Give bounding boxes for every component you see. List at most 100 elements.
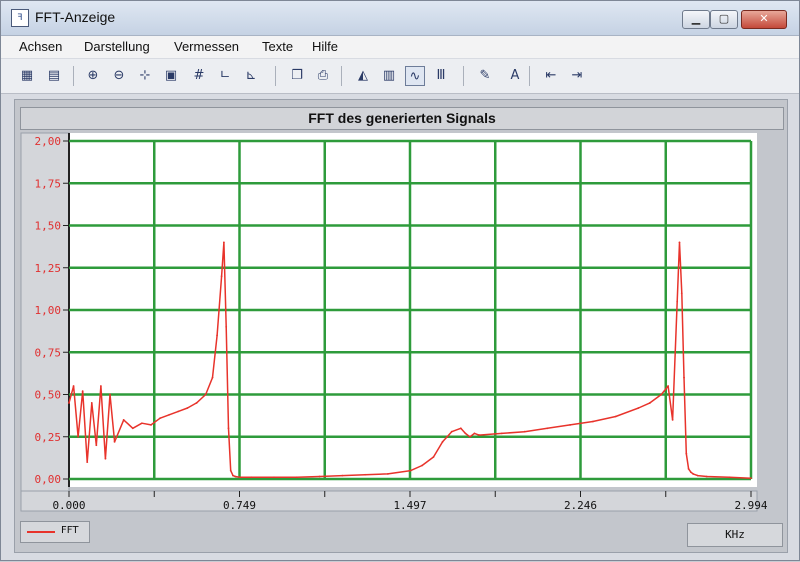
x-tick-label: 0.749 xyxy=(223,499,256,512)
menu-vermessen[interactable]: Vermessen xyxy=(174,39,240,54)
data-point xyxy=(683,376,685,379)
table-icon[interactable]: ▤ xyxy=(47,68,61,83)
y-tick-label: 1,25 xyxy=(35,262,62,275)
data-point xyxy=(523,430,526,433)
axis-linear-icon[interactable]: ㄴ xyxy=(219,68,231,83)
data-point xyxy=(473,432,476,435)
legend-label: FFT xyxy=(61,525,79,536)
y-tick-label: 0,00 xyxy=(35,473,62,486)
data-point xyxy=(159,417,162,420)
data-point xyxy=(648,402,651,404)
print-icon[interactable]: ⎙ xyxy=(317,68,329,83)
data-point xyxy=(220,275,223,278)
chart-line-icon[interactable]: ∿ xyxy=(405,66,425,86)
data-point xyxy=(250,476,253,479)
x-tick-label: 1.497 xyxy=(393,499,426,512)
y-tick-label: 2,00 xyxy=(35,135,62,148)
data-point xyxy=(421,464,423,467)
data-point xyxy=(409,469,412,472)
toolbar-separator xyxy=(463,66,464,86)
data-point xyxy=(637,407,640,409)
maximize-button[interactable]: ▢ xyxy=(710,10,738,29)
x-tick-label: 0.000 xyxy=(52,499,85,512)
data-point xyxy=(234,475,237,478)
data-point xyxy=(500,432,503,435)
legend: FFT xyxy=(20,521,90,543)
toolbar-separator xyxy=(529,66,530,86)
previous-icon[interactable]: ⇤ xyxy=(545,68,557,83)
data-point xyxy=(318,475,321,478)
save-icon[interactable]: ▣ xyxy=(164,68,178,83)
x-tick-label: 2.994 xyxy=(734,499,767,512)
cursor-icon[interactable]: ⊹ xyxy=(139,68,151,83)
y-tick-label: 0,75 xyxy=(35,346,62,359)
data-point xyxy=(90,402,93,404)
data-point xyxy=(204,393,207,396)
data-point xyxy=(692,473,695,475)
data-point xyxy=(689,471,692,474)
axis-log-icon[interactable]: ⊾ xyxy=(245,68,257,83)
next-icon[interactable]: ⇥ xyxy=(571,68,583,83)
data-point xyxy=(685,452,688,455)
x-unit-label: KHz xyxy=(687,523,783,547)
fft-view-icon[interactable]: ▦ xyxy=(20,68,34,83)
data-point xyxy=(671,418,674,421)
data-point xyxy=(667,385,669,387)
data-point xyxy=(273,476,275,479)
data-point xyxy=(95,444,98,447)
menu-achsen[interactable]: Achsen xyxy=(19,39,63,54)
data-point xyxy=(341,474,344,477)
data-point xyxy=(696,474,699,477)
data-point xyxy=(478,434,480,436)
data-point xyxy=(104,457,107,460)
fft-app-icon: ꟻ xyxy=(11,9,29,27)
copy-icon[interactable]: ❐ xyxy=(291,68,303,83)
grid-icon[interactable]: # xyxy=(193,68,205,83)
data-point xyxy=(387,473,389,475)
data-point xyxy=(227,427,230,430)
data-point xyxy=(72,385,75,387)
chart-bar-icon[interactable]: ▥ xyxy=(382,68,396,83)
menu-darstellung[interactable]: Darstellung xyxy=(84,39,150,54)
y-tick-label: 1,75 xyxy=(35,177,62,190)
menu-texte[interactable]: Texte xyxy=(262,39,294,54)
data-point xyxy=(150,424,152,426)
menu-hilfe[interactable]: Hilfe xyxy=(312,39,339,54)
menu-bar: Achsen Darstellung Vermessen Texte Hilfe xyxy=(1,36,799,58)
close-button[interactable]: ✕ xyxy=(741,10,787,29)
data-point xyxy=(750,477,752,480)
data-point xyxy=(728,476,731,479)
data-point xyxy=(464,432,467,435)
data-point xyxy=(469,435,471,438)
window-title: FFT-Anzeige xyxy=(35,9,116,25)
data-point xyxy=(216,334,218,337)
data-point xyxy=(592,420,594,423)
chart-columns-icon[interactable]: Ⅲ xyxy=(436,68,446,83)
data-point xyxy=(99,385,102,387)
zoom-out-icon[interactable]: ⊖ xyxy=(113,68,125,83)
data-point xyxy=(211,376,214,379)
data-point xyxy=(450,430,453,433)
brush-icon[interactable]: ✎ xyxy=(479,68,491,83)
x-axis-strip xyxy=(20,490,758,512)
data-point xyxy=(131,427,134,430)
data-point xyxy=(225,326,228,328)
data-point xyxy=(77,435,80,438)
data-point xyxy=(676,300,679,303)
y-tick-label: 1,50 xyxy=(35,220,62,233)
toolbar-separator xyxy=(275,66,276,86)
data-point xyxy=(678,241,681,244)
minimize-button[interactable]: ▁ xyxy=(682,10,710,29)
title-bar: ꟻ FFT-Anzeige ▁ ▢ ✕ xyxy=(1,1,799,36)
x-tick-label: 2.246 xyxy=(564,499,597,512)
zoom-in-icon[interactable]: ⊕ xyxy=(87,68,99,83)
data-point xyxy=(705,475,708,478)
chart-area-icon[interactable]: ◭ xyxy=(358,68,368,83)
data-point xyxy=(81,390,84,393)
data-point xyxy=(86,461,89,463)
data-point xyxy=(168,413,171,416)
data-point xyxy=(364,473,367,476)
text-icon[interactable]: A xyxy=(510,68,520,83)
